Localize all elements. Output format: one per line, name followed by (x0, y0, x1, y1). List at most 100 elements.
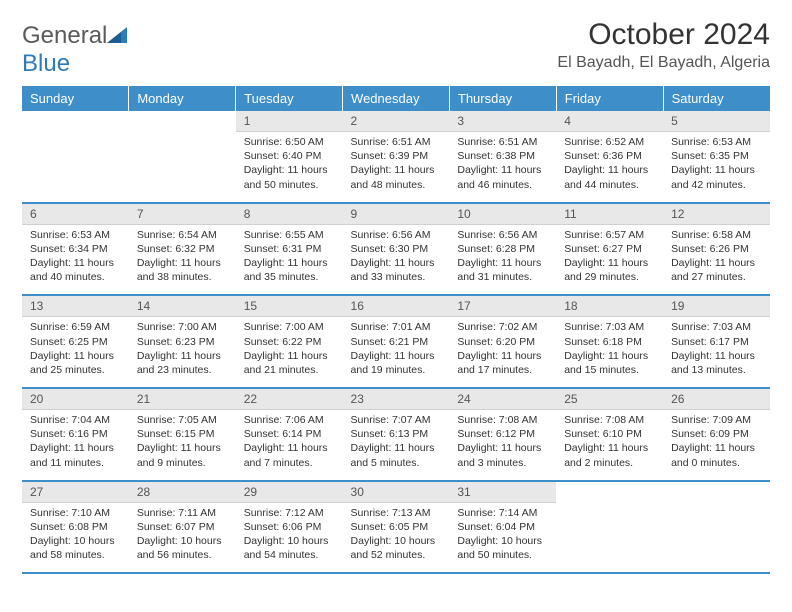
sunset-text: Sunset: 6:38 PM (457, 149, 548, 163)
calendar-table: SundayMondayTuesdayWednesdayThursdayFrid… (22, 86, 770, 574)
day-number: 9 (343, 204, 450, 225)
day-content: Sunrise: 7:14 AMSunset: 6:04 PMDaylight:… (449, 503, 556, 573)
day-cell: .. (556, 481, 663, 574)
title-block: October 2024 El Bayadh, El Bayadh, Alger… (557, 18, 770, 72)
sunset-text: Sunset: 6:08 PM (30, 520, 121, 534)
day-cell: 21Sunrise: 7:05 AMSunset: 6:15 PMDayligh… (129, 388, 236, 481)
daylight-text: Daylight: 10 hours and 50 minutes. (457, 534, 548, 562)
day-number: 3 (449, 111, 556, 132)
day-content: Sunrise: 6:53 AMSunset: 6:35 PMDaylight:… (663, 132, 770, 202)
day-cell: 2Sunrise: 6:51 AMSunset: 6:39 PMDaylight… (343, 111, 450, 203)
day-content: Sunrise: 7:06 AMSunset: 6:14 PMDaylight:… (236, 410, 343, 480)
daylight-text: Daylight: 10 hours and 56 minutes. (137, 534, 228, 562)
day-number: 6 (22, 204, 129, 225)
sunset-text: Sunset: 6:30 PM (351, 242, 442, 256)
day-number: 22 (236, 389, 343, 410)
day-number: 31 (449, 482, 556, 503)
day-content: Sunrise: 7:10 AMSunset: 6:08 PMDaylight:… (22, 503, 129, 573)
sunrise-text: Sunrise: 6:56 AM (457, 228, 548, 242)
day-content: Sunrise: 7:08 AMSunset: 6:10 PMDaylight:… (556, 410, 663, 480)
day-content: Sunrise: 7:02 AMSunset: 6:20 PMDaylight:… (449, 317, 556, 387)
day-cell: 23Sunrise: 7:07 AMSunset: 6:13 PMDayligh… (343, 388, 450, 481)
daylight-text: Daylight: 11 hours and 50 minutes. (244, 163, 335, 191)
sunset-text: Sunset: 6:39 PM (351, 149, 442, 163)
day-header: Saturday (663, 86, 770, 111)
sunrise-text: Sunrise: 7:08 AM (564, 413, 655, 427)
day-number: 19 (663, 296, 770, 317)
week-row: 6Sunrise: 6:53 AMSunset: 6:34 PMDaylight… (22, 203, 770, 296)
sunrise-text: Sunrise: 6:59 AM (30, 320, 121, 334)
week-row: ....1Sunrise: 6:50 AMSunset: 6:40 PMDayl… (22, 111, 770, 203)
daylight-text: Daylight: 10 hours and 58 minutes. (30, 534, 121, 562)
day-number: 29 (236, 482, 343, 503)
sunset-text: Sunset: 6:20 PM (457, 335, 548, 349)
day-content: Sunrise: 7:07 AMSunset: 6:13 PMDaylight:… (343, 410, 450, 480)
day-cell: 25Sunrise: 7:08 AMSunset: 6:10 PMDayligh… (556, 388, 663, 481)
logo-text: GeneralBlue (22, 22, 127, 78)
sunrise-text: Sunrise: 7:10 AM (30, 506, 121, 520)
day-content: Sunrise: 6:53 AMSunset: 6:34 PMDaylight:… (22, 225, 129, 295)
day-number: 21 (129, 389, 236, 410)
day-content: Sunrise: 7:13 AMSunset: 6:05 PMDaylight:… (343, 503, 450, 573)
daylight-text: Daylight: 11 hours and 40 minutes. (30, 256, 121, 284)
day-number: 4 (556, 111, 663, 132)
daylight-text: Daylight: 11 hours and 2 minutes. (564, 441, 655, 469)
day-number: 15 (236, 296, 343, 317)
day-header: Wednesday (343, 86, 450, 111)
sunrise-text: Sunrise: 7:01 AM (351, 320, 442, 334)
day-cell: 19Sunrise: 7:03 AMSunset: 6:17 PMDayligh… (663, 295, 770, 388)
day-number: 7 (129, 204, 236, 225)
day-content: Sunrise: 6:55 AMSunset: 6:31 PMDaylight:… (236, 225, 343, 295)
week-row: 13Sunrise: 6:59 AMSunset: 6:25 PMDayligh… (22, 295, 770, 388)
daylight-text: Daylight: 11 hours and 13 minutes. (671, 349, 762, 377)
day-cell: 7Sunrise: 6:54 AMSunset: 6:32 PMDaylight… (129, 203, 236, 296)
day-number: 14 (129, 296, 236, 317)
day-cell: 28Sunrise: 7:11 AMSunset: 6:07 PMDayligh… (129, 481, 236, 574)
daylight-text: Daylight: 11 hours and 23 minutes. (137, 349, 228, 377)
daylight-text: Daylight: 11 hours and 27 minutes. (671, 256, 762, 284)
sunset-text: Sunset: 6:21 PM (351, 335, 442, 349)
sunrise-text: Sunrise: 7:14 AM (457, 506, 548, 520)
daylight-text: Daylight: 11 hours and 0 minutes. (671, 441, 762, 469)
sunrise-text: Sunrise: 7:06 AM (244, 413, 335, 427)
sunset-text: Sunset: 6:05 PM (351, 520, 442, 534)
day-content: Sunrise: 6:52 AMSunset: 6:36 PMDaylight:… (556, 132, 663, 202)
day-cell: 5Sunrise: 6:53 AMSunset: 6:35 PMDaylight… (663, 111, 770, 203)
day-content: Sunrise: 7:00 AMSunset: 6:22 PMDaylight:… (236, 317, 343, 387)
day-cell: 4Sunrise: 6:52 AMSunset: 6:36 PMDaylight… (556, 111, 663, 203)
daylight-text: Daylight: 11 hours and 42 minutes. (671, 163, 762, 191)
day-content: Sunrise: 6:56 AMSunset: 6:30 PMDaylight:… (343, 225, 450, 295)
sunset-text: Sunset: 6:06 PM (244, 520, 335, 534)
logo: GeneralBlue (22, 18, 127, 78)
sunrise-text: Sunrise: 6:52 AM (564, 135, 655, 149)
day-number: 17 (449, 296, 556, 317)
sunrise-text: Sunrise: 6:51 AM (351, 135, 442, 149)
daylight-text: Daylight: 10 hours and 54 minutes. (244, 534, 335, 562)
day-cell: 24Sunrise: 7:08 AMSunset: 6:12 PMDayligh… (449, 388, 556, 481)
day-cell: 11Sunrise: 6:57 AMSunset: 6:27 PMDayligh… (556, 203, 663, 296)
sunset-text: Sunset: 6:28 PM (457, 242, 548, 256)
daylight-text: Daylight: 11 hours and 15 minutes. (564, 349, 655, 377)
day-number: 13 (22, 296, 129, 317)
sunset-text: Sunset: 6:07 PM (137, 520, 228, 534)
day-cell: .. (129, 111, 236, 203)
sunrise-text: Sunrise: 7:02 AM (457, 320, 548, 334)
day-cell: 27Sunrise: 7:10 AMSunset: 6:08 PMDayligh… (22, 481, 129, 574)
day-content: Sunrise: 6:57 AMSunset: 6:27 PMDaylight:… (556, 225, 663, 295)
sunset-text: Sunset: 6:09 PM (671, 427, 762, 441)
daylight-text: Daylight: 11 hours and 9 minutes. (137, 441, 228, 469)
day-number: 24 (449, 389, 556, 410)
daylight-text: Daylight: 11 hours and 31 minutes. (457, 256, 548, 284)
daylight-text: Daylight: 11 hours and 38 minutes. (137, 256, 228, 284)
day-number: 20 (22, 389, 129, 410)
daylight-text: Daylight: 11 hours and 33 minutes. (351, 256, 442, 284)
sunset-text: Sunset: 6:10 PM (564, 427, 655, 441)
day-cell: 12Sunrise: 6:58 AMSunset: 6:26 PMDayligh… (663, 203, 770, 296)
day-number: 16 (343, 296, 450, 317)
day-content: Sunrise: 7:04 AMSunset: 6:16 PMDaylight:… (22, 410, 129, 480)
day-content: Sunrise: 7:00 AMSunset: 6:23 PMDaylight:… (129, 317, 236, 387)
calendar-header-row: SundayMondayTuesdayWednesdayThursdayFrid… (22, 86, 770, 111)
day-cell: 1Sunrise: 6:50 AMSunset: 6:40 PMDaylight… (236, 111, 343, 203)
day-content: Sunrise: 7:12 AMSunset: 6:06 PMDaylight:… (236, 503, 343, 573)
sunset-text: Sunset: 6:34 PM (30, 242, 121, 256)
